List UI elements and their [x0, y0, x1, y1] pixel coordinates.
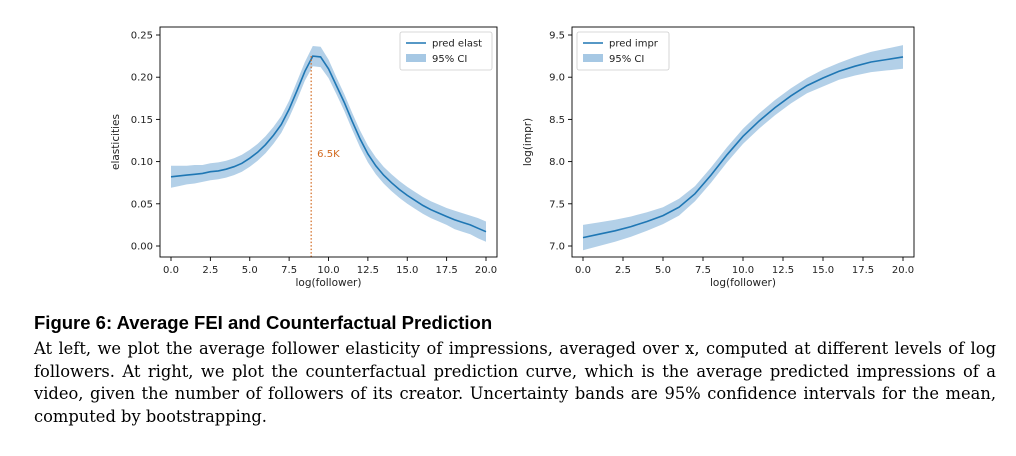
caption-body: At left, we plot the average follower el… — [34, 339, 996, 426]
x-tick-label: 7.5 — [695, 265, 711, 276]
figure-charts: 6.5K0.0 2.5 5.0 7.5 10.0 12.5 15.0 17.5 20.00.00… — [110, 26, 915, 289]
y-axis-label: log(impr) — [522, 118, 534, 166]
x-tick-label: 12.5 — [357, 265, 379, 276]
legend: pred impr 95% CI — [576, 31, 670, 71]
x-tick-label: 12.5 — [772, 265, 794, 276]
legend-label-band: 95% CI — [432, 54, 467, 65]
legend: pred elast 95% CI — [399, 31, 493, 71]
legend-band-swatch — [406, 54, 426, 62]
x-tick-label: 0.0 — [575, 265, 591, 276]
y-tick-label: 0.25 — [131, 31, 153, 42]
x-axis-label: log(follower) — [296, 277, 362, 289]
legend-band-swatch — [583, 54, 603, 62]
y-tick-label: 8.5 — [549, 115, 565, 126]
y-tick-label: 0.20 — [131, 73, 153, 84]
y-tick-label: 0.15 — [131, 115, 153, 126]
series-line — [170, 55, 487, 233]
y-tick-label: 0.10 — [131, 157, 153, 168]
x-tick-label: 10.0 — [317, 265, 339, 276]
chart-2: 0.0 2.5 5.0 7.5 10.0 12.5 15.0 17.5 20.0 7.0 7.5 8.… — [522, 26, 915, 289]
x-tick-label: 20.0 — [892, 265, 914, 276]
x-tick-label: 15.0 — [396, 265, 418, 276]
x-tick-label: 7.5 — [281, 265, 297, 276]
annotation-label: 6.5K — [317, 149, 340, 160]
y-tick-label: 9.0 — [549, 73, 565, 84]
x-tick-label: 0.0 — [163, 265, 179, 276]
x-tick-label: 5.0 — [655, 265, 671, 276]
x-tick-label: 15.0 — [812, 265, 834, 276]
chart-1: 6.5K 0.0 2.5 5.0 7.5 10.0 12.5 15.0 17.5 20.0 0.00… — [110, 26, 498, 289]
y-axis-label: elasticities — [110, 114, 122, 170]
y-tick-label: 0.05 — [131, 199, 153, 210]
y-tick-label: 0.00 — [131, 242, 153, 253]
ci-band — [583, 45, 903, 251]
x-tick-label: 17.5 — [852, 265, 874, 276]
x-tick-label: 17.5 — [435, 265, 457, 276]
caption-title: Figure 6: Average FEI and Counterfactual… — [34, 312, 493, 333]
legend-label-line: pred impr — [609, 39, 659, 50]
x-tick-label: 5.0 — [242, 265, 258, 276]
x-tick-label: 2.5 — [615, 265, 631, 276]
legend-label-band: 95% CI — [609, 54, 644, 65]
y-tick-label: 8.0 — [549, 157, 565, 168]
x-tick-label: 20.0 — [475, 265, 497, 276]
series-line — [582, 56, 904, 239]
ci-band — [171, 46, 486, 242]
x-tick-label: 2.5 — [202, 265, 218, 276]
y-tick-label: 7.0 — [549, 242, 565, 253]
x-axis-label: log(follower) — [710, 277, 776, 289]
y-tick-label: 7.5 — [549, 199, 565, 210]
x-tick-label: 10.0 — [732, 265, 754, 276]
figure-caption: Figure 6: Average FEI and Counterfactual… — [34, 312, 996, 428]
legend-label-line: pred elast — [432, 39, 482, 50]
y-tick-label: 9.5 — [549, 31, 565, 42]
